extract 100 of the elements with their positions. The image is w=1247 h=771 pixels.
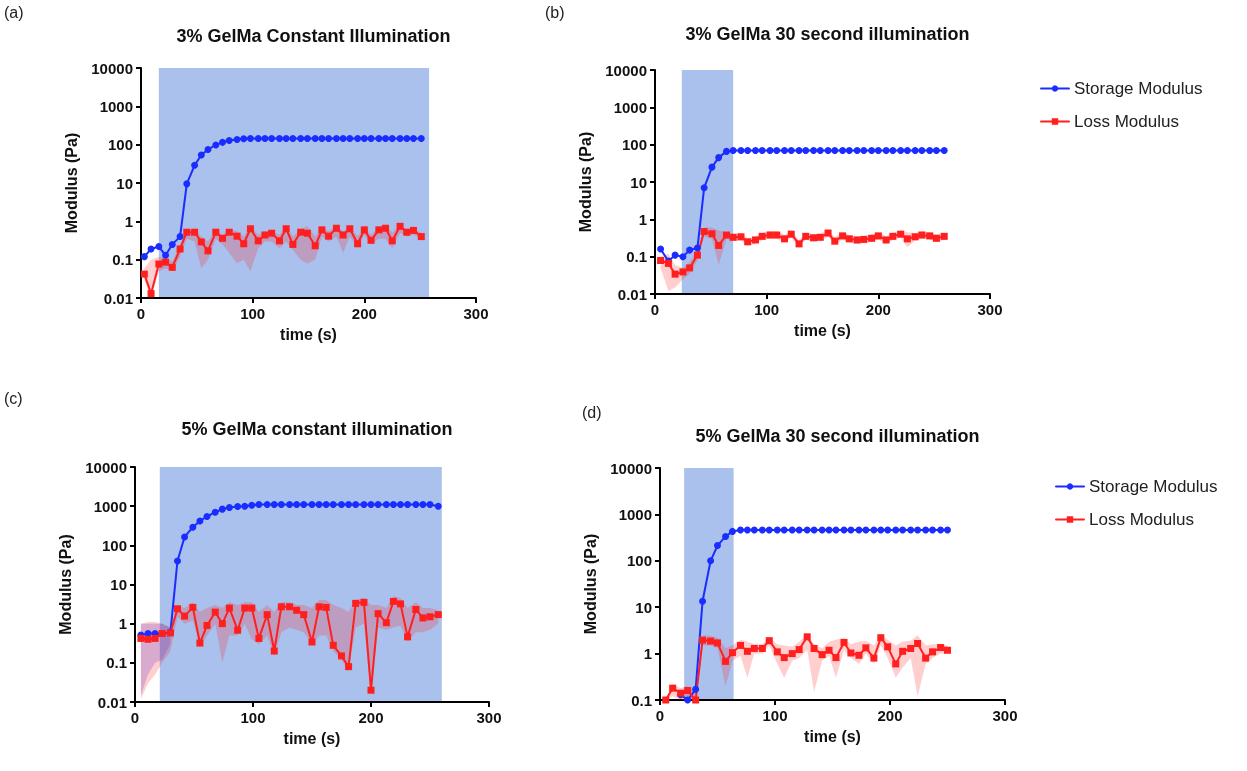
point: [404, 633, 412, 641]
point: [897, 146, 905, 154]
point: [352, 501, 360, 509]
y-tick-label: 1000: [613, 98, 647, 116]
x-tick-label: 200: [877, 707, 903, 724]
point: [354, 134, 362, 142]
point: [715, 241, 723, 249]
point: [225, 504, 233, 512]
point: [173, 605, 181, 613]
point: [831, 237, 839, 245]
point: [903, 235, 911, 243]
point: [176, 245, 184, 253]
x-axis-title: time (s): [804, 727, 861, 745]
point: [868, 146, 876, 154]
point: [382, 134, 390, 142]
point: [758, 232, 766, 240]
x-tick-label: 200: [865, 301, 891, 318]
point: [338, 652, 345, 660]
point: [382, 224, 390, 232]
point: [700, 228, 708, 236]
point: [845, 146, 853, 154]
point: [722, 657, 730, 665]
y-tick-label: 10: [110, 576, 127, 593]
point: [277, 603, 285, 611]
point: [275, 237, 283, 245]
y-tick-label: 10: [635, 598, 652, 616]
point: [914, 526, 922, 534]
y-tick-label: 1: [118, 615, 127, 633]
text: (d): [582, 403, 602, 421]
point: [176, 233, 184, 241]
point: [700, 184, 708, 192]
point: [268, 229, 276, 237]
y-axis-title: Modulus (Pa): [62, 132, 80, 234]
point: [944, 526, 951, 534]
point: [277, 501, 285, 509]
point: [816, 233, 824, 241]
y-tick-label: 0.1: [626, 248, 647, 266]
point: [367, 134, 375, 142]
point: [329, 501, 337, 509]
point: [773, 526, 781, 534]
point: [147, 290, 155, 298]
point: [897, 230, 905, 238]
point: [839, 146, 847, 154]
point: [788, 650, 796, 658]
point: [795, 646, 803, 654]
point: [197, 238, 205, 246]
x-tick-label: 300: [992, 707, 1018, 724]
point: [679, 253, 687, 261]
point: [773, 231, 781, 239]
point: [303, 229, 311, 237]
point: [914, 640, 922, 648]
x-tick-label: 300: [476, 709, 502, 726]
point: [929, 648, 937, 656]
point: [403, 228, 411, 236]
x-tick-label: 100: [762, 707, 788, 724]
x-tick-label: 200: [351, 305, 377, 322]
point: [332, 134, 340, 142]
point: [728, 649, 736, 657]
point: [282, 225, 290, 233]
point: [403, 134, 411, 142]
y-tick-label: 1000: [618, 505, 652, 523]
y-tick-label: 10000: [85, 458, 127, 476]
point: [780, 654, 788, 662]
point: [360, 598, 368, 606]
point: [233, 232, 241, 240]
point: [903, 146, 911, 154]
point: [389, 597, 397, 605]
point: [669, 684, 677, 692]
point: [937, 526, 945, 534]
y-tick-label: 10: [116, 174, 133, 192]
point: [810, 146, 818, 154]
point: [781, 235, 789, 243]
point: [889, 146, 897, 154]
point: [832, 654, 840, 662]
point: [907, 644, 915, 652]
point: [293, 501, 301, 509]
point: [737, 526, 744, 534]
point: [874, 232, 882, 240]
point: [765, 637, 773, 645]
point: [788, 526, 796, 534]
point: [853, 146, 861, 154]
y-tick-label: 0.01: [97, 693, 127, 711]
point: [671, 270, 679, 278]
point: [787, 146, 795, 154]
point: [426, 501, 434, 509]
point: [204, 247, 212, 255]
point: [374, 501, 382, 509]
y-tick-label: 0.01: [103, 289, 133, 307]
point: [173, 557, 181, 565]
point: [261, 231, 269, 239]
y-tick-label: 10000: [610, 459, 652, 477]
point: [744, 238, 752, 246]
point: [396, 134, 404, 142]
point: [816, 146, 824, 154]
point: [270, 501, 278, 509]
point: [168, 263, 176, 271]
point: [211, 608, 219, 616]
y-tick-label: 0.1: [631, 691, 652, 709]
chart-title: 5% GelMa 30 second illumination: [695, 426, 980, 446]
point: [183, 180, 191, 188]
